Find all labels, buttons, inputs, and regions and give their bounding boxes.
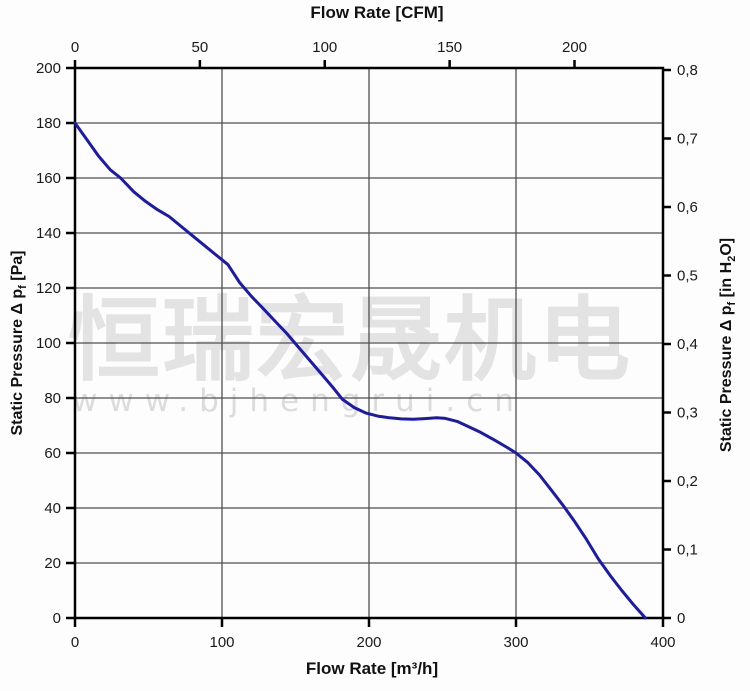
left-axis-tick-label: 160 [36,170,61,187]
right-axis-tick-label: 0,3 [677,405,698,422]
bottom-axis-tick-label: 400 [650,634,675,651]
left-axis-title-text: Static Pressure Δ p [8,288,26,436]
right-axis-title-text: Static Pressure Δ p [717,305,735,453]
right-axis-title-unit-close: O] [717,237,735,256]
bottom-axis-tick-label: 100 [209,634,234,651]
left-axis-tick-label: 200 [36,60,61,77]
right-axis-title-subscript: f [726,301,739,306]
top-axis-tick-label: 100 [312,39,337,56]
right-axis-tick-label: 0 [677,610,685,627]
left-axis-tick-label: 60 [44,445,61,462]
left-axis-tick-label: 100 [36,335,61,352]
left-axis-tick-label: 140 [36,225,61,242]
right-axis-tick-label: 0,2 [677,473,698,490]
left-axis-tick-label: 120 [36,280,61,297]
left-axis-tick-label: 80 [44,390,61,407]
right-axis-title: Static Pressure Δ pf [in H2O] [718,238,738,452]
right-axis-tick-label: 0,1 [677,542,698,559]
left-axis-tick-label: 0 [53,610,61,627]
left-axis-tick-label: 20 [44,555,61,572]
bottom-axis-tick-label: 0 [71,634,79,651]
right-axis-title-unit-open: [in H [717,261,735,302]
fan-performance-curve [73,121,647,620]
right-axis-tick-label: 0,8 [677,62,698,79]
bottom-axis-tick-label: 300 [503,634,528,651]
right-axis-tick-label: 0,7 [677,131,698,148]
left-axis-title-unit: [Pa] [8,250,26,286]
left-axis-tick-label: 180 [36,115,61,132]
right-axis-title-unit-subscript: 2 [726,255,739,262]
top-axis-title: Flow Rate [CFM] [310,3,444,22]
bottom-axis-tick-label: 200 [356,634,381,651]
top-axis-tick-label: 200 [562,39,587,56]
right-axis-tick-label: 0,6 [677,199,698,216]
top-axis-tick-label: 50 [192,39,209,56]
top-axis-tick-label: 150 [437,39,462,56]
left-axis-title: Static Pressure Δ pf [Pa] [9,250,29,435]
left-axis-tick-label: 40 [44,500,61,517]
watermark-chinese-text: 恒瑞宏晟机电 [68,287,633,394]
right-axis-tick-label: 0,4 [677,336,698,353]
watermark-website-url: www.bjhengrui.cn [72,383,525,419]
left-axis-title-subscript: f [17,285,30,289]
right-axis-tick-label: 0,5 [677,268,698,285]
bottom-axis-title: Flow Rate [m³/h] [305,659,439,678]
top-axis-tick-label: 0 [71,39,79,56]
